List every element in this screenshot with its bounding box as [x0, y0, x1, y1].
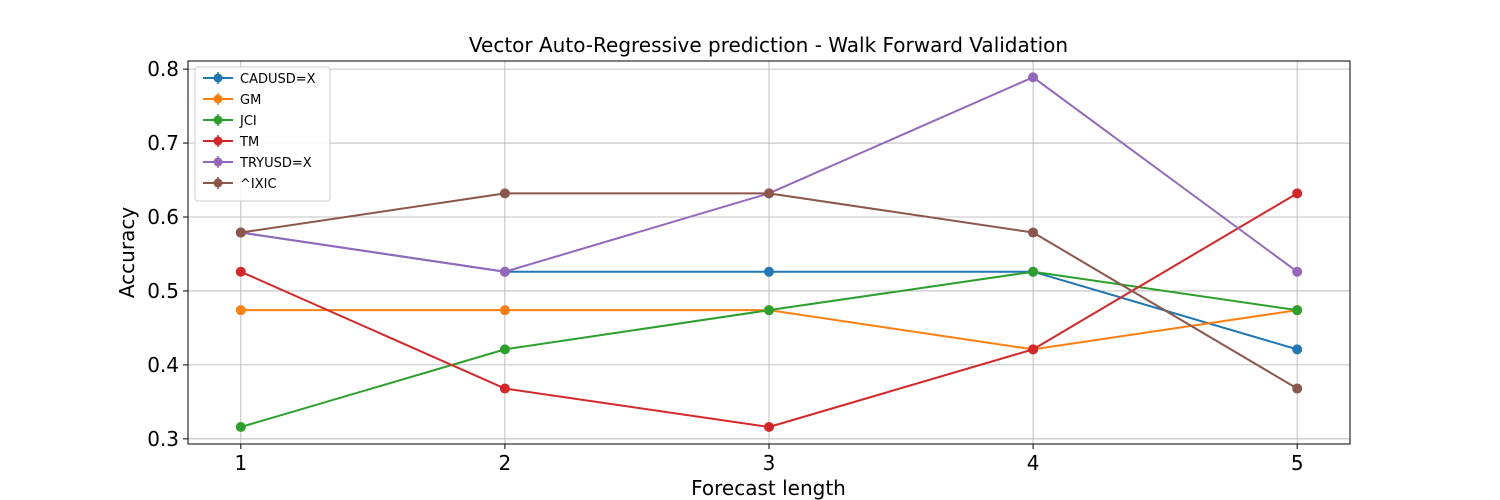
legend-item: CADUSD=X: [203, 72, 316, 87]
legend-marker: [213, 157, 223, 167]
data-point: [764, 421, 774, 432]
y-tick-label: 0.3: [147, 427, 179, 451]
data-point: [1292, 188, 1303, 199]
grid: [188, 61, 1350, 444]
data-point: [1292, 266, 1303, 277]
legend-label: TRYUSD=X: [239, 156, 312, 171]
y-tick-label: 0.6: [147, 205, 179, 229]
x-tick-label: 4: [1027, 451, 1040, 475]
data-point: [499, 344, 510, 355]
data-point: [1292, 383, 1303, 394]
data-point: [1028, 72, 1039, 83]
data-point: [1028, 266, 1039, 277]
legend-item: ^IXIC: [203, 177, 277, 192]
legend-marker: [213, 178, 223, 188]
legend-item: TM: [203, 135, 259, 150]
data-point: [764, 266, 774, 277]
legend-marker: [213, 136, 223, 146]
legend-label: GM: [240, 93, 261, 108]
legend-marker: [213, 94, 223, 104]
legend-item: JCI: [203, 114, 257, 129]
x-axis-label: Forecast length: [691, 476, 846, 500]
chart-title: Vector Auto-Regressive prediction - Walk…: [469, 33, 1068, 57]
x-tick-label: 3: [763, 451, 776, 475]
data-point: [499, 305, 510, 316]
data-point: [235, 305, 246, 316]
legend-marker: [213, 73, 223, 83]
data-point: [764, 188, 774, 199]
legend-marker: [213, 115, 223, 125]
data-point: [1028, 227, 1039, 238]
legend-label: TM: [239, 135, 259, 150]
data-point: [1292, 305, 1303, 316]
legend: CADUSD=X GM JCI TM TRYUSD=X ^IXIC: [194, 66, 331, 202]
data-point: [499, 188, 510, 199]
data-point: [764, 305, 774, 316]
axis-ticks: 1 2 3 4 5 0.3 0.4 0.5 0.6 0.7 0.8: [147, 57, 1303, 475]
legend-label: CADUSD=X: [240, 72, 316, 87]
data-point: [499, 266, 510, 277]
data-point: [499, 383, 510, 394]
legend-box: [194, 66, 331, 202]
data-point: [235, 421, 246, 432]
data-point: [235, 266, 246, 277]
series-group: [235, 188, 1303, 394]
data-point: [1292, 344, 1303, 355]
x-tick-label: 1: [234, 451, 247, 475]
legend-label: JCI: [239, 114, 257, 129]
y-tick-label: 0.7: [147, 131, 179, 155]
data-point: [235, 227, 246, 238]
y-tick-label: 0.4: [147, 353, 179, 377]
y-axis-label: Accuracy: [115, 207, 139, 298]
legend-label: ^IXIC: [240, 177, 277, 192]
y-tick-label: 0.8: [147, 57, 179, 81]
legend-item: TRYUSD=X: [203, 156, 312, 171]
x-tick-label: 5: [1291, 451, 1304, 475]
x-tick-label: 2: [499, 451, 512, 475]
legend-item: GM: [203, 93, 261, 108]
data-point: [1028, 344, 1039, 355]
plot-series: [235, 72, 1303, 432]
y-tick-label: 0.5: [147, 279, 179, 303]
series-group: [235, 188, 1303, 432]
